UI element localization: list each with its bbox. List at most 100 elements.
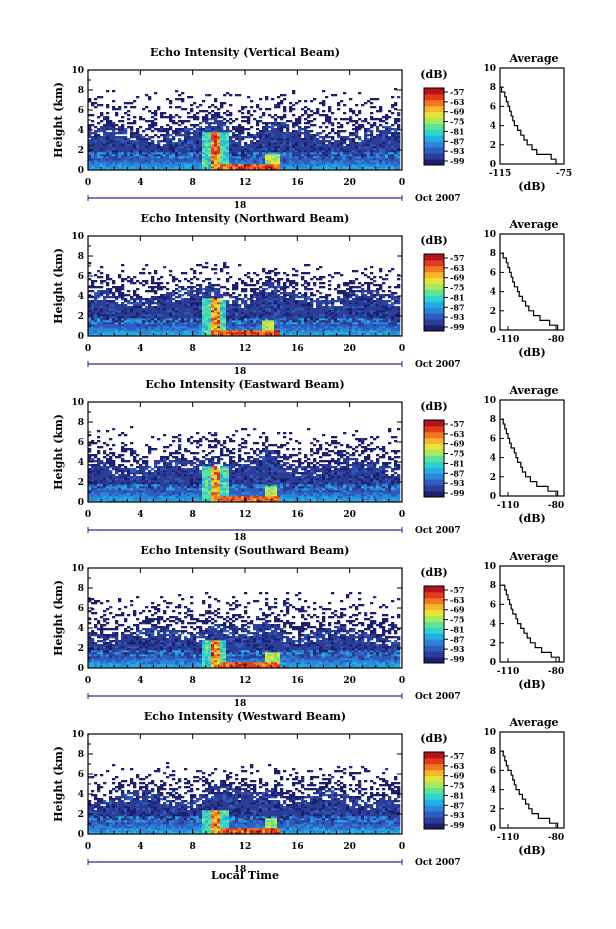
heatmap-cell [190, 116, 194, 119]
heatmap-cell [235, 288, 239, 291]
heatmap-cell [205, 146, 209, 149]
heatmap-cell [304, 122, 308, 125]
heatmap-cell [301, 142, 305, 145]
heatmap-cell [349, 306, 353, 309]
heatmap-cell [172, 148, 176, 151]
heatmap-cell [199, 302, 203, 305]
heatmap-cell [190, 156, 194, 159]
heatmap-cell [247, 158, 251, 161]
heatmap-cell [151, 140, 155, 143]
heatmap-cell [121, 152, 125, 155]
heatmap-cell [355, 314, 359, 317]
heatmap-cell [292, 286, 296, 289]
heatmap-cell [364, 132, 368, 135]
heatmap-cell [292, 332, 296, 335]
heatmap-cell [202, 266, 206, 269]
heatmap-cell [340, 158, 344, 161]
heatmap-cell [187, 164, 191, 167]
heatmap-cell [277, 304, 281, 307]
heatmap-cell [355, 154, 359, 157]
heatmap-cell [202, 116, 206, 119]
heatmap-cell [187, 154, 191, 157]
heatmap-cell [292, 334, 296, 337]
x-tick-label: 8 [190, 178, 196, 188]
heatmap-cell [100, 310, 104, 313]
heatmap-cell [277, 272, 281, 275]
heatmap-cell [193, 298, 197, 301]
heatmap-cell [139, 116, 143, 119]
heatmap-cell [202, 292, 206, 295]
heatmap-cell [301, 114, 305, 117]
heatmap-cell [112, 294, 116, 297]
heatmap-cell [322, 316, 326, 319]
heatmap-cell [229, 304, 233, 307]
heatmap-cell [238, 156, 242, 159]
heatmap-cell [139, 144, 143, 147]
heatmap-cell [388, 158, 392, 161]
heatmap-cell [295, 300, 299, 303]
heatmap-cell [220, 106, 224, 109]
heatmap-cell [370, 142, 374, 145]
heatmap-cell [289, 144, 293, 147]
heatmap-cell [346, 136, 350, 139]
heatmap-cell [232, 306, 236, 309]
heatmap-cell [136, 128, 140, 131]
heatmap-cell [346, 284, 350, 287]
heatmap-cell [232, 296, 236, 299]
heatmap-cell [133, 334, 137, 337]
heatmap-cell [229, 144, 233, 147]
heatmap-cell [274, 272, 278, 275]
heatmap-cell [274, 154, 278, 157]
heatmap-cell [277, 146, 281, 149]
heatmap-cell [124, 148, 128, 151]
heatmap-cell [214, 302, 218, 305]
heatmap-cell [331, 276, 335, 279]
heatmap-cell [226, 326, 230, 329]
heatmap-cell [178, 302, 182, 305]
heatmap-cell [340, 300, 344, 303]
heatmap-cell [244, 304, 248, 307]
heatmap-cell [358, 138, 362, 141]
heatmap-cell [280, 324, 284, 327]
heatmap-cell [106, 312, 110, 315]
heatmap-cell [352, 292, 356, 295]
heatmap-cell [145, 120, 149, 123]
heatmap-cell [334, 310, 338, 313]
heatmap-cell [235, 306, 239, 309]
heatmap-cell [244, 168, 248, 171]
heatmap-cell [253, 320, 257, 323]
heatmap-cell [157, 108, 161, 111]
heatmap-cell [328, 116, 332, 119]
heatmap-cell [103, 166, 107, 169]
heatmap-cell [310, 288, 314, 291]
heatmap-cell [280, 326, 284, 329]
heatmap-cell [199, 140, 203, 143]
heatmap-cell [130, 306, 134, 309]
heatmap-cell [331, 152, 335, 155]
heatmap-cell [130, 150, 134, 153]
heatmap-cell [172, 334, 176, 337]
heatmap-cell [289, 106, 293, 109]
heatmap-cell [196, 316, 200, 319]
heatmap-cell [346, 328, 350, 331]
heatmap-cell [397, 144, 401, 147]
heatmap-cell [283, 300, 287, 303]
heatmap-cell [148, 324, 152, 327]
heatmap-cell [190, 282, 194, 285]
heatmap-cell [337, 148, 341, 151]
heatmap-cell [298, 128, 302, 131]
heatmap-cell [331, 324, 335, 327]
heatmap-cell [112, 312, 116, 315]
heatmap-cell [355, 120, 359, 123]
heatmap-cell [355, 168, 359, 171]
heatmap-cell [106, 156, 110, 159]
heatmap-cell [304, 332, 308, 335]
heatmap-cell [94, 306, 98, 309]
heatmap-cell [310, 314, 314, 317]
heatmap-cell [184, 162, 188, 165]
heatmap-cell [160, 282, 164, 285]
heatmap-cell [289, 302, 293, 305]
heatmap-cell [193, 286, 197, 289]
heatmap-cell [145, 264, 149, 267]
heatmap-cell [307, 108, 311, 111]
